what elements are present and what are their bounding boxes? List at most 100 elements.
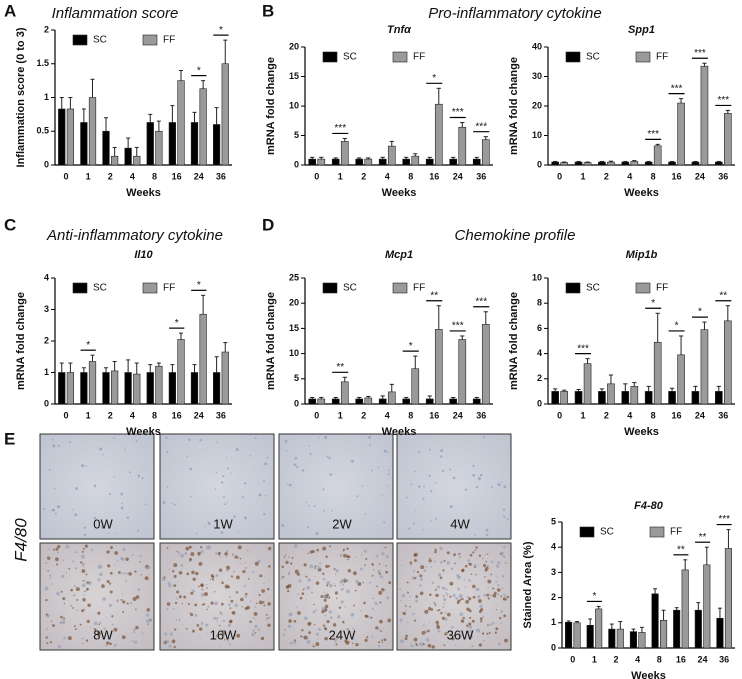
stain-speck [166,547,169,549]
stain-speck [357,582,362,586]
stain-speck [434,517,437,520]
stain-speck [188,557,193,561]
stain-speck [488,631,491,634]
stain-speck [481,632,485,635]
bar [411,155,420,166]
bar [714,391,723,405]
stain-speck [69,604,73,608]
stain-speck [136,545,139,547]
y-tick-label: 1.5 [36,58,49,68]
stain-speck [109,582,112,585]
stain-speck [74,625,76,628]
stain-speck [485,528,489,532]
bar [449,158,458,166]
stain-speck [57,544,61,549]
stain-speck [264,462,268,466]
stain-speck [88,581,92,585]
bar [146,122,154,166]
stain-speck [46,642,49,645]
stain-speck [105,644,108,647]
stain-speck [147,623,149,625]
stain-speck [218,624,221,627]
stain-speck [332,623,337,627]
y-tick-label: 1 [44,92,49,102]
stain-speck [446,593,449,596]
stain-speck [470,573,473,576]
stain-speck [341,583,345,586]
stain-speck [137,474,141,478]
x-axis-label: Weeks [624,426,659,438]
stain-speck [342,620,345,624]
stain-speck [181,623,184,626]
y-tick-label: 0 [294,398,299,408]
error-bar [134,146,139,157]
stain-speck [137,588,141,592]
micrograph-label: 24W [329,627,356,642]
stain-speck [192,629,195,633]
stain-speck [413,558,417,562]
stain-speck [309,452,312,455]
stain-speck [201,603,204,606]
micrograph-label: 2W [332,516,352,531]
stain-speck [222,630,224,633]
error-bar [639,626,644,633]
micrographs: 0W 1W 2W 4W 8W 16W 24W 36W [39,433,512,651]
bar [102,130,110,166]
bar [644,391,653,405]
stain-speck [234,555,238,559]
significance-label: * [698,307,702,318]
stain-speck [475,587,480,592]
stain-speck [93,516,97,520]
stain-speck [479,617,483,621]
stain-speck [377,628,381,631]
stain-speck [201,588,204,591]
stain-speck [487,586,489,589]
stain-speck [472,584,476,589]
y-tick-label: 0.5 [36,126,49,136]
bar [221,351,229,405]
stain-speck [364,513,366,516]
stain-speck [378,590,383,595]
error-bar [112,360,117,371]
stain-speck [62,597,66,601]
stain-speck [477,477,481,481]
stain-speck [314,565,317,568]
stain-speck [387,469,390,472]
stain-speck [219,611,222,613]
significance-label: * [409,341,413,352]
x-tick-label: 2 [361,171,366,181]
stain-speck [335,597,338,599]
stain-speck [47,556,51,560]
stain-speck [443,597,447,602]
stain-speck [81,554,85,559]
error-bar [427,156,432,160]
stain-speck [135,440,138,443]
stain-speck [412,612,415,616]
bar [425,398,434,405]
stain-speck [302,589,305,591]
stain-speck [258,593,261,597]
x-tick-label: 2 [361,410,366,420]
x-tick-label: 16 [672,410,682,420]
stain-speck [286,450,288,452]
stain-speck [171,639,176,644]
stain-speck [412,644,415,647]
stain-speck [145,503,147,506]
significance-label: * [432,73,436,84]
stain-speck [86,619,90,624]
stain-speck [63,621,65,624]
bar [66,372,74,405]
stain-speck [342,548,346,551]
stain-speck [466,595,469,598]
stain-speck [311,644,313,646]
error-bar [451,156,456,160]
stain-speck [307,552,309,555]
x-tick-label: 4 [130,410,135,420]
y-tick-label: 0 [294,159,299,169]
legend-swatch [649,526,665,538]
stain-speck [312,645,315,648]
stain-speck [120,492,124,496]
stain-speck [376,585,378,588]
stain-speck [174,601,178,605]
stain-speck [381,494,384,496]
